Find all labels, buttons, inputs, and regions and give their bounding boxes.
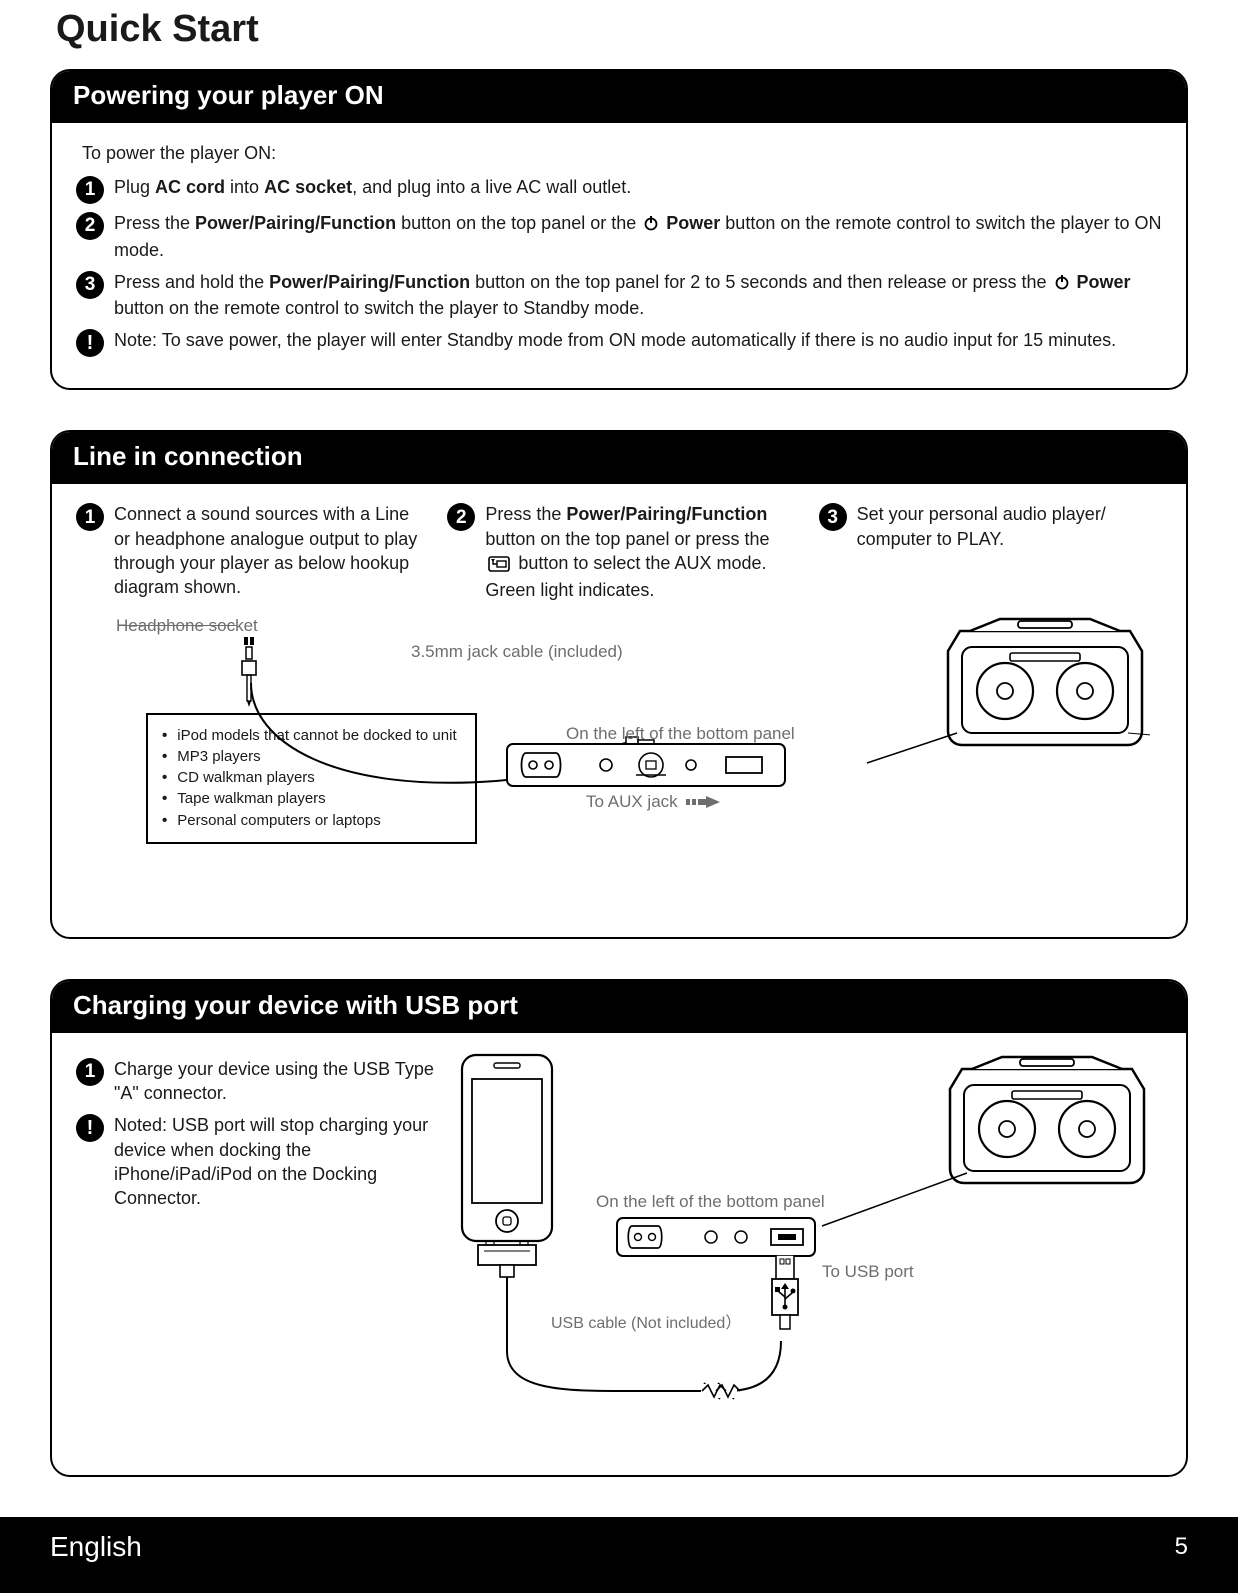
page-title: Quick Start [56, 8, 1188, 51]
step-row: 1 Charge your device using the USB Type "… [76, 1057, 446, 1106]
step-badge: 1 [76, 1058, 104, 1086]
step-badge: 2 [447, 503, 475, 531]
linein-section: Line in connection 1 Connect a sound sour… [50, 430, 1188, 938]
step-text: Press the Power/Pairing/Function button … [114, 211, 1162, 262]
power-icon [1054, 272, 1070, 296]
step-column: 3 Set your personal audio player/ compute… [819, 502, 1162, 602]
step-text: Connect a sound sources with a Line or h… [114, 502, 419, 602]
usb-steps: 1 Charge your device using the USB Type "… [76, 1051, 446, 1451]
step-badge: 3 [819, 503, 847, 531]
step-text: Set your personal audio player/ computer… [857, 502, 1162, 602]
step-text: Press the Power/Pairing/Function button … [485, 502, 790, 602]
leader-line-icon [266, 621, 346, 625]
step-text: Note: To save power, the player will ent… [114, 328, 1162, 352]
linein-steps: 1 Connect a sound sources with a Line or … [76, 502, 1162, 602]
step-text: Plug AC cord into AC socket, and plug in… [114, 175, 1162, 199]
linein-diagram: Headphone socket 3.5mm jack cable (inclu… [76, 613, 1162, 913]
aux-jack-label: To AUX jack [586, 791, 720, 815]
step-badge: ! [76, 1114, 104, 1142]
usb-cable-label: USB cable (Not included） [551, 1313, 741, 1335]
page-footer: English 5 [0, 1517, 1238, 1593]
step-badge: 2 [76, 212, 104, 240]
step-row: ! Note: To save power, the player will en… [76, 328, 1162, 356]
footer-page-number: 5 [1175, 1533, 1188, 1561]
power-steps: 1 Plug AC cord into AC socket, and plug i… [76, 175, 1162, 356]
aux-input-icon [488, 554, 510, 578]
step-text: Press and hold the Power/Pairing/Functio… [114, 270, 1162, 321]
power-section: Powering your player ON To power the pla… [50, 69, 1188, 390]
usb-connector-line-icon [802, 1051, 1162, 1261]
step-badge: 3 [76, 271, 104, 299]
step-column: 2 Press the Power/Pairing/Function button… [447, 502, 790, 602]
step-badge: ! [76, 329, 104, 357]
usb-header: Charging your device with USB port [51, 980, 1187, 1033]
usb-diagram: On the left of the bottom panel [446, 1051, 1162, 1451]
power-header: Powering your player ON [51, 70, 1187, 123]
linein-header: Line in connection [51, 431, 1187, 484]
step-text: Charge your device using the USB Type "A… [114, 1057, 446, 1106]
step-row: 3 Press and hold the Power/Pairing/Functi… [76, 270, 1162, 321]
power-icon [643, 213, 659, 237]
step-text: Noted: USB port will stop charging your … [114, 1113, 446, 1210]
step-badge: 1 [76, 176, 104, 204]
power-intro: To power the player ON: [82, 141, 1162, 165]
step-badge: 1 [76, 503, 104, 531]
step-column: 1 Connect a sound sources with a Line or … [76, 502, 419, 602]
usb-section: Charging your device with USB port 1 Char… [50, 979, 1188, 1477]
connector-line-icon [862, 613, 1162, 813]
step-row: ! Noted: USB port will stop charging your… [76, 1113, 446, 1210]
step-row: 1 Plug AC cord into AC socket, and plug i… [76, 175, 1162, 203]
footer-language: English [50, 1531, 142, 1563]
step-row: 2 Press the Power/Pairing/Function button… [76, 211, 1162, 262]
